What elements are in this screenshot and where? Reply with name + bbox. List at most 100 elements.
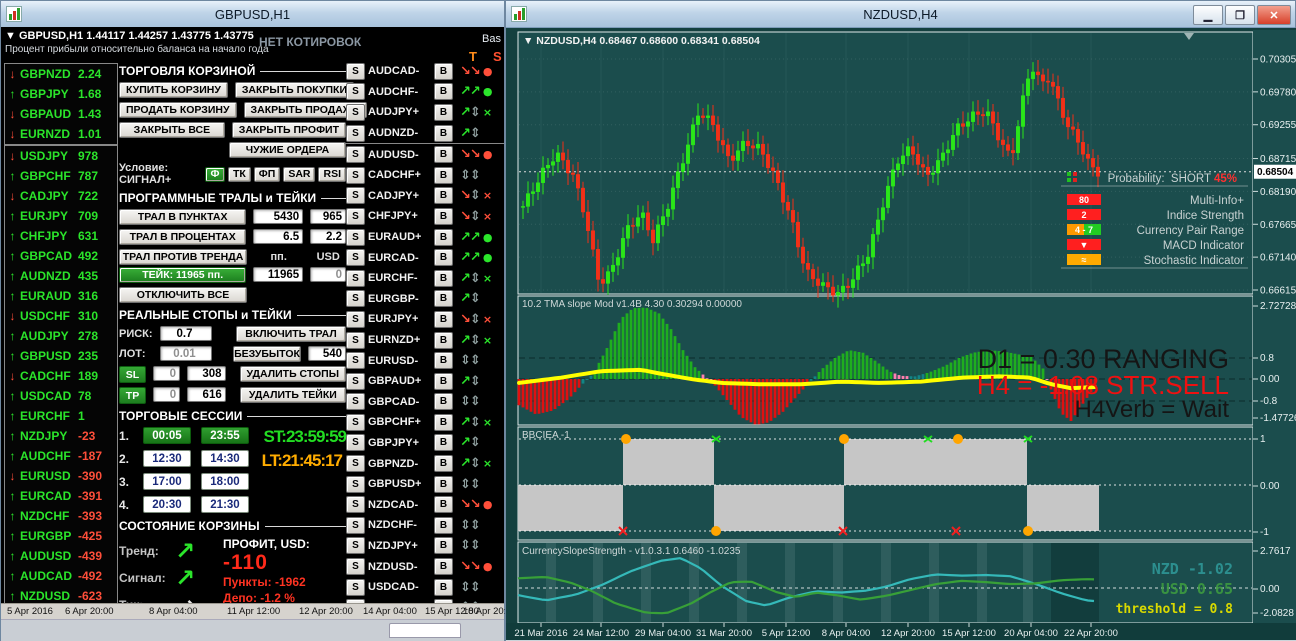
condition-button-rsi[interactable]: RSI (318, 166, 346, 182)
trail-percent-button[interactable]: ТРАЛ В ПРОЦЕНТАХ (119, 229, 247, 245)
sell-button[interactable]: S (346, 475, 365, 493)
buy-button[interactable]: B (434, 455, 453, 473)
session-start-time[interactable]: 20:30 (143, 496, 191, 513)
buy-button[interactable]: B (434, 516, 453, 534)
sell-button[interactable]: S (346, 496, 365, 514)
buy-button[interactable]: B (434, 62, 453, 80)
session-end-time[interactable]: 18:00 (201, 473, 249, 490)
sell-button[interactable]: S (346, 290, 365, 308)
breakeven-button[interactable]: БЕЗУБЫТОК (233, 346, 301, 362)
sell-button[interactable]: S (346, 62, 365, 80)
sell-button[interactable]: S (346, 166, 365, 184)
sell-button[interactable]: S (346, 310, 365, 328)
take-value2[interactable]: 0 (310, 267, 347, 282)
sell-button[interactable]: S (346, 207, 365, 225)
foreign-orders-button[interactable]: ЧУЖИЕ ОРДЕРА (229, 142, 346, 158)
condition-button-ф[interactable]: Ф (204, 166, 225, 182)
buy-button[interactable]: B (434, 331, 453, 349)
sell-button[interactable]: S (346, 124, 365, 142)
trail-points-value1[interactable]: 5430 (253, 209, 304, 224)
sell-button[interactable]: S (346, 372, 365, 390)
buy-button[interactable]: B (434, 352, 453, 370)
buy-button[interactable]: B (434, 475, 453, 493)
buy-button[interactable]: B (434, 124, 453, 142)
session-end-time[interactable]: 14:30 (201, 450, 249, 467)
buy-button[interactable]: B (434, 103, 453, 121)
lot-value[interactable]: 0.01 (160, 346, 212, 361)
restore-button[interactable]: ❐ (1225, 5, 1255, 25)
trail-points-button[interactable]: ТРАЛ В ПУНКТАХ (119, 209, 247, 225)
buy-button[interactable]: B (434, 146, 453, 164)
buy-button[interactable]: B (434, 207, 453, 225)
session-end-time[interactable]: 21:30 (201, 496, 249, 513)
buy-button[interactable]: B (434, 83, 453, 101)
sell-button[interactable]: S (346, 331, 365, 349)
session-start-time[interactable]: 17:00 (143, 473, 191, 490)
tp-value2[interactable]: 616 (187, 387, 226, 402)
trail-points-value2[interactable]: 965 (310, 209, 347, 224)
sell-button[interactable]: S (346, 413, 365, 431)
sell-button[interactable]: S (346, 103, 365, 121)
nzdusd-chart-canvas[interactable]: ▼ NZDUSD,H4 0.68467 0.68600 0.68341 0.68… (506, 28, 1296, 641)
buy-button[interactable]: B (434, 372, 453, 390)
condition-button-тк[interactable]: ТК (227, 166, 251, 182)
sell-button[interactable]: S (346, 269, 365, 287)
symbol-caret-icon[interactable]: ▼ (5, 30, 16, 42)
buy-basket-button[interactable]: КУПИТЬ КОРЗИНУ (119, 82, 228, 98)
delete-stops-button[interactable]: УДАЛИТЬ СТОПЫ (239, 366, 346, 382)
sell-button[interactable]: S (346, 434, 365, 452)
sell-button[interactable]: S (346, 187, 365, 205)
sell-button[interactable]: S (346, 516, 365, 534)
buy-button[interactable]: B (434, 228, 453, 246)
close-all-button[interactable]: ЗАКРЫТЬ ВСЕ (119, 122, 225, 138)
buy-button[interactable]: B (434, 537, 453, 555)
trail-countertrend-button[interactable]: ТРАЛ ПРОТИВ ТРЕНДА (119, 249, 247, 265)
disable-all-button[interactable]: ОТКЛЮЧИТЬ ВСЕ (119, 287, 247, 303)
delete-takes-button[interactable]: УДАЛИТЬ ТЕЙКИ (239, 387, 346, 403)
breakeven-value[interactable]: 540 (308, 346, 346, 361)
buy-button[interactable]: B (434, 578, 453, 596)
sell-button[interactable]: S (346, 578, 365, 596)
trail-percent-value2[interactable]: 2.2 (310, 229, 347, 244)
buy-button[interactable]: B (434, 558, 453, 576)
sell-button[interactable]: S (346, 228, 365, 246)
sell-button[interactable]: S (346, 393, 365, 411)
sell-basket-button[interactable]: ПРОДАТЬ КОРЗИНУ (119, 102, 237, 118)
take-value1[interactable]: 11965 (253, 267, 304, 282)
sell-button[interactable]: S (346, 352, 365, 370)
sell-button[interactable]: S (346, 558, 365, 576)
sl-value1[interactable]: 0 (152, 366, 180, 381)
buy-button[interactable]: B (434, 269, 453, 287)
scrollbar-thumb[interactable] (389, 623, 461, 638)
sell-button[interactable]: S (346, 146, 365, 164)
close-profit-button[interactable]: ЗАКРЫТЬ ПРОФИТ (231, 122, 346, 138)
sell-button[interactable]: S (346, 249, 365, 267)
condition-button-sar[interactable]: SAR (283, 166, 316, 182)
close-button[interactable]: ✕ (1257, 5, 1291, 25)
sell-button[interactable]: S (346, 537, 365, 555)
buy-button[interactable]: B (434, 310, 453, 328)
trail-percent-value1[interactable]: 6.5 (253, 229, 304, 244)
sell-button[interactable]: S (346, 83, 365, 101)
sl-value2[interactable]: 308 (186, 366, 226, 381)
buy-button[interactable]: B (434, 434, 453, 452)
buy-button[interactable]: B (434, 290, 453, 308)
condition-button-фп[interactable]: ФП (253, 166, 281, 182)
buy-button[interactable]: B (434, 393, 453, 411)
close-sells-button[interactable]: ЗАКРЫТЬ ПРОДАЖИ (243, 102, 367, 118)
gbpusd-titlebar[interactable]: GBPUSD,H1 (1, 1, 504, 28)
session-end-time[interactable]: 23:55 (201, 427, 249, 444)
buy-button[interactable]: B (434, 413, 453, 431)
minimize-button[interactable]: ▁ (1193, 5, 1223, 25)
buy-button[interactable]: B (434, 249, 453, 267)
session-start-time[interactable]: 00:05 (143, 427, 191, 444)
close-buys-button[interactable]: ЗАКРЫТЬ ПОКУПКИ (234, 82, 355, 98)
enable-trail-button[interactable]: ВКЛЮЧИТЬ ТРАЛ (236, 326, 346, 342)
risk-value[interactable]: 0.7 (160, 326, 212, 341)
session-start-time[interactable]: 12:30 (143, 450, 191, 467)
sell-button[interactable]: S (346, 455, 365, 473)
buy-button[interactable]: B (434, 187, 453, 205)
tp-value1[interactable]: 0 (152, 387, 181, 402)
take-profit-button[interactable]: ТЕЙК: 11965 пп. (119, 267, 247, 283)
nzdusd-titlebar[interactable]: NZDUSD,H4 ▁ ❐ ✕ (506, 1, 1295, 28)
